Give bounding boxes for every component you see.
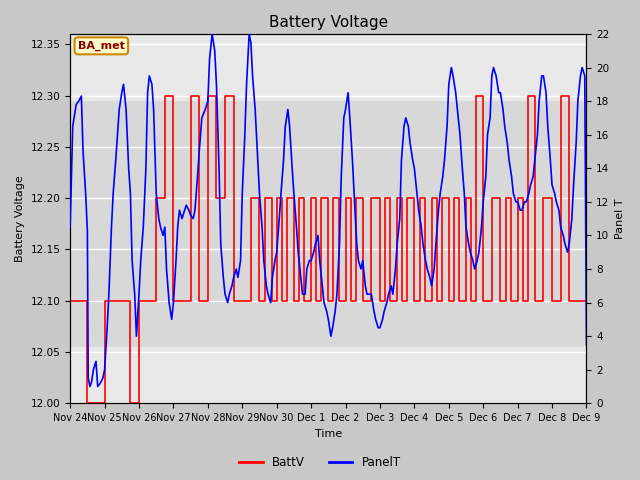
X-axis label: Time: Time — [315, 429, 342, 439]
Y-axis label: Battery Voltage: Battery Voltage — [15, 175, 25, 262]
Title: Battery Voltage: Battery Voltage — [269, 15, 388, 30]
Y-axis label: Panel T: Panel T — [615, 198, 625, 239]
Bar — [70, 101, 586, 347]
Legend: BattV, PanelT: BattV, PanelT — [234, 452, 406, 474]
Text: BA_met: BA_met — [78, 41, 125, 51]
